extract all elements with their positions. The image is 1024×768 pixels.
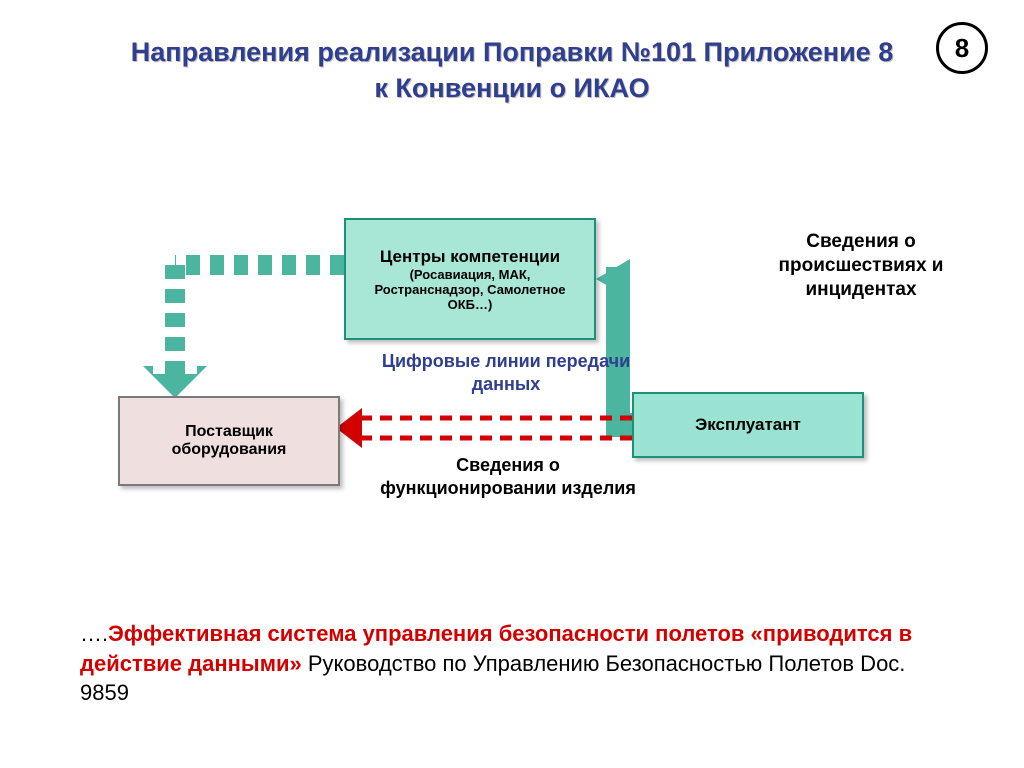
label-product-info: Сведения о функционировании изделия	[378, 454, 638, 499]
slide-title: Направления реализации Поправки №101 При…	[80, 34, 944, 107]
node-supplier: Поставщик оборудования	[118, 396, 340, 486]
footer-paragraph: ….Эффективная система управления безопас…	[80, 619, 954, 708]
label-digital-lines: Цифровые линии передачи данных	[376, 350, 636, 395]
footer-prefix: ….	[80, 621, 108, 646]
page-number: 8	[955, 33, 969, 64]
node-supplier-title: Поставщик оборудования	[128, 423, 330, 459]
arrow-operator-to-competence	[596, 259, 632, 425]
label-incidents: Сведения о происшествиях и инцидентах	[736, 230, 986, 301]
node-competence-centers: Центры компетенции (Росавиация, МАК, Рос…	[344, 218, 596, 340]
page-number-badge: 8	[936, 22, 988, 74]
node-operator-title: Эксплуатант	[695, 415, 801, 435]
title-line1: Направления реализации Поправки №101 При…	[131, 37, 893, 67]
node-competence-title: Центры компетенции	[380, 247, 560, 267]
arrow-operator-to-supplier	[336, 408, 632, 448]
arrow-competence-to-supplier	[143, 265, 344, 398]
node-operator: Эксплуатант	[632, 392, 864, 458]
node-competence-sub: (Росавиация, МАК, Ространснадзор, Самоле…	[354, 267, 586, 312]
title-line2: к Конвенции о ИКАО	[374, 73, 649, 103]
